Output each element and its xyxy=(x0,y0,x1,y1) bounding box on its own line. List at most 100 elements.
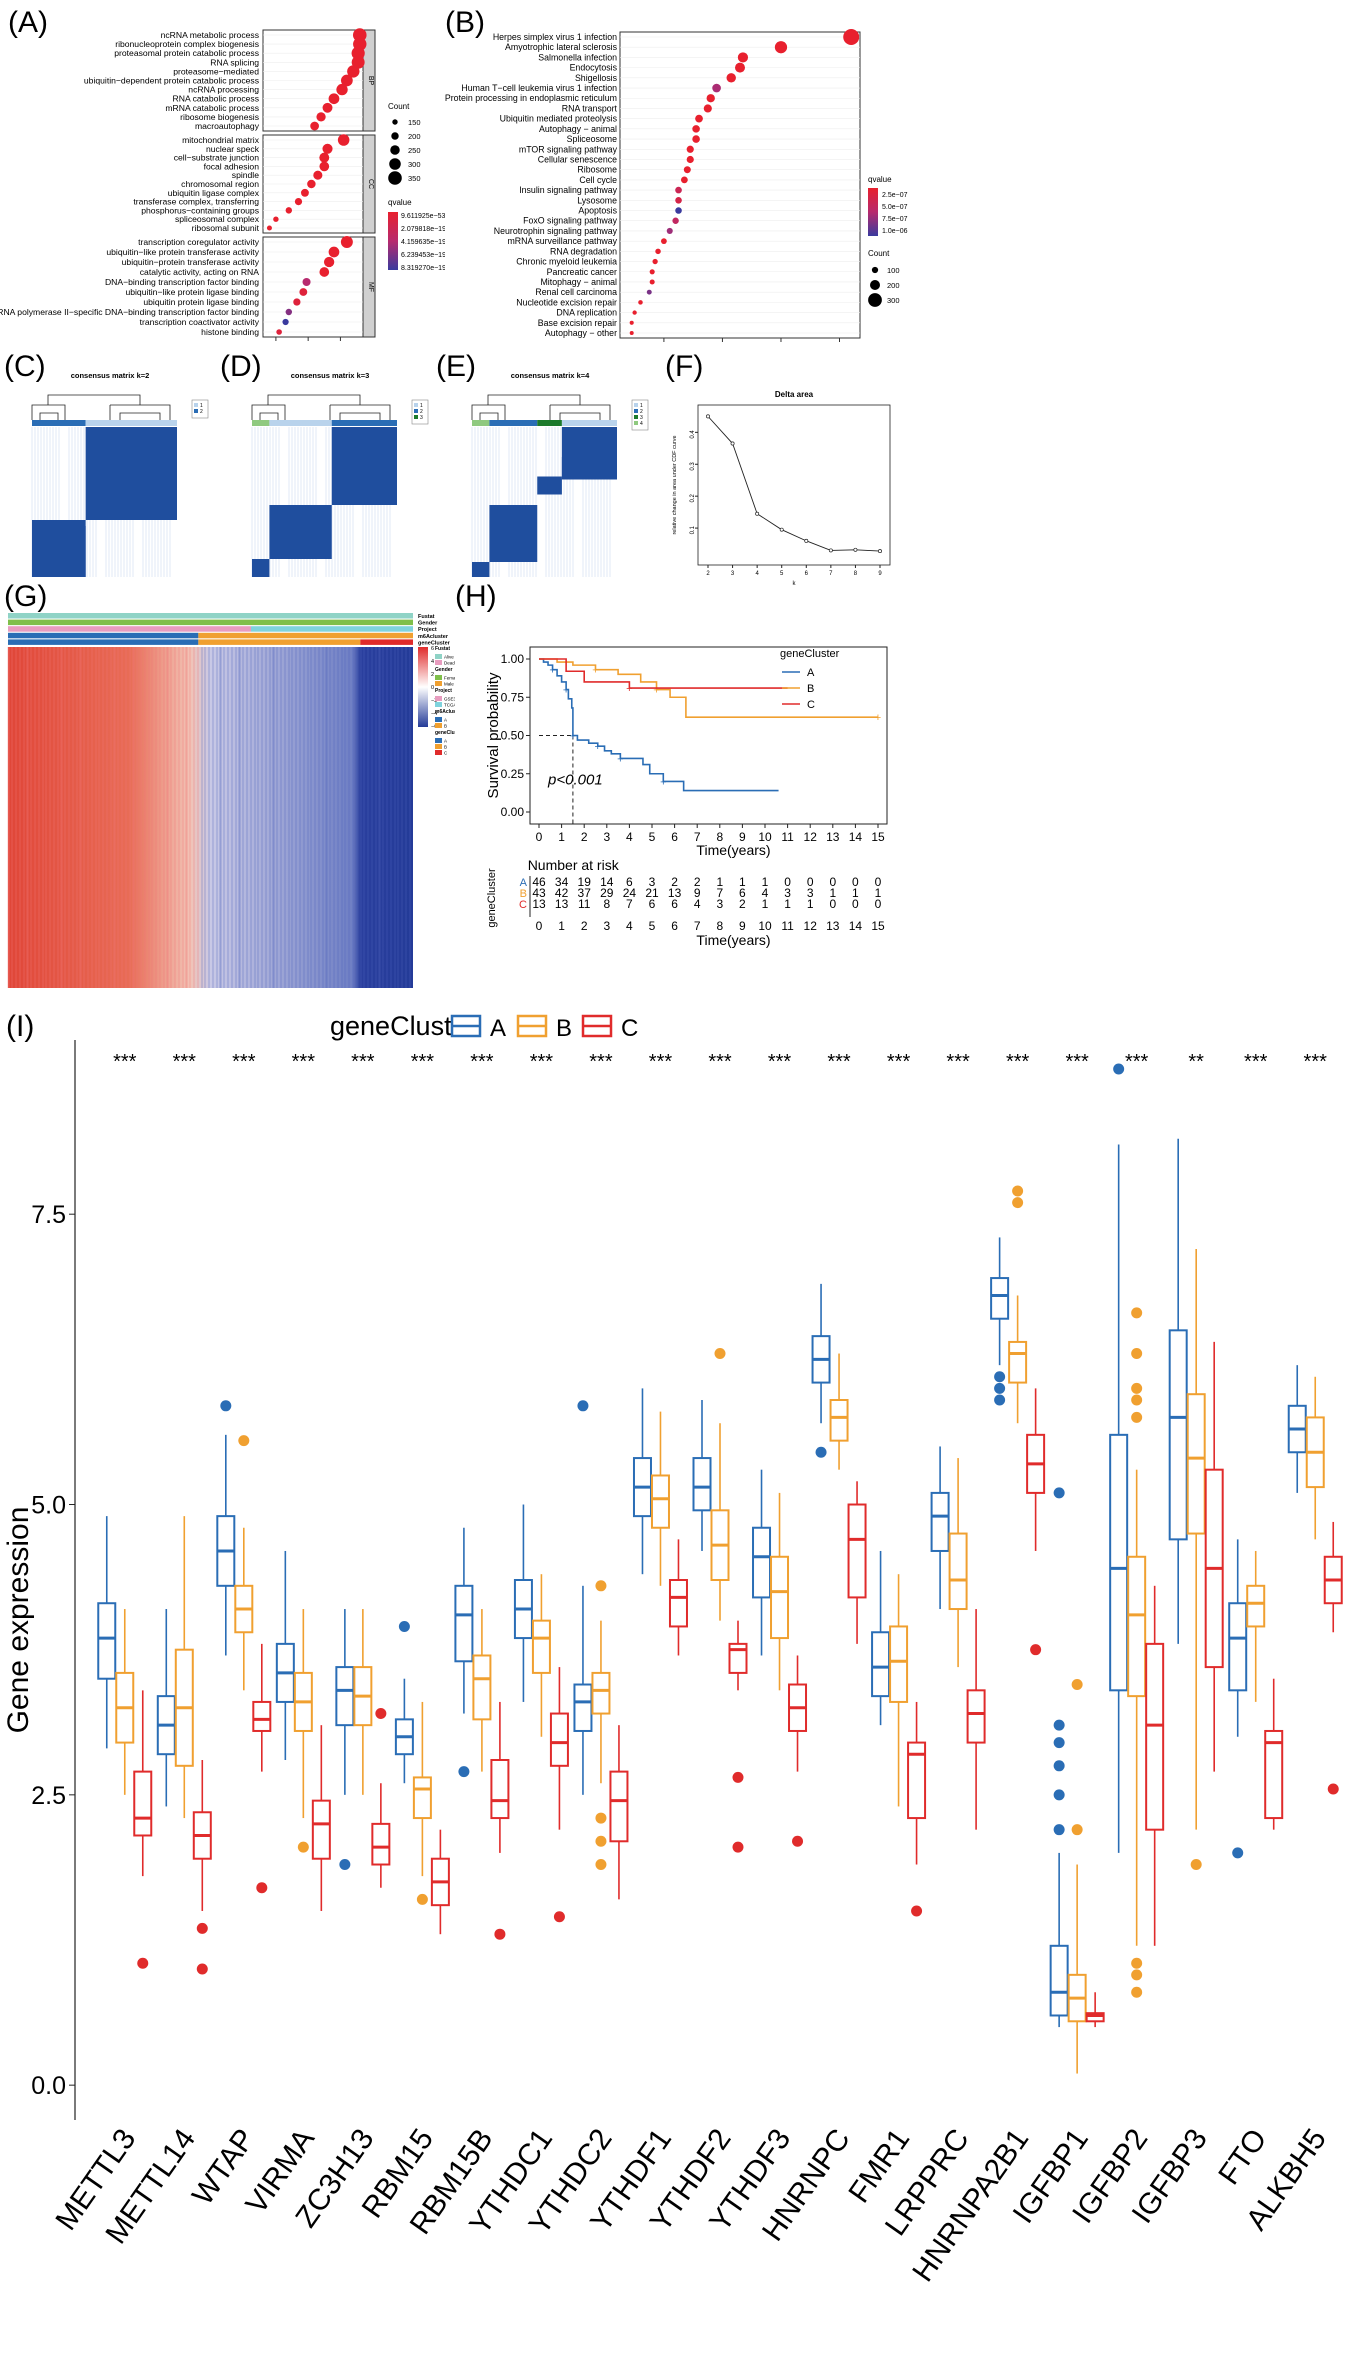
count-legend-title: Count xyxy=(868,249,890,258)
outlier-point xyxy=(1131,1394,1143,1406)
legend-label: C xyxy=(621,1015,638,1042)
outlier-point xyxy=(994,1382,1006,1394)
risk-value: 2 xyxy=(694,875,701,889)
survival-curve-C xyxy=(539,658,788,689)
term-label: Salmonella infection xyxy=(538,52,617,62)
x-tick-label: 11 xyxy=(781,830,794,844)
box xyxy=(1186,1393,1206,1535)
outlier-point xyxy=(1113,1063,1125,1075)
x-tick-label: 15 xyxy=(871,830,885,844)
term-label: nuclear speck xyxy=(206,144,260,154)
term-label: transcription coregulator activity xyxy=(138,237,260,247)
term-label: ribonucleoprotein complex biogenesis xyxy=(115,39,259,49)
risk-value: 7 xyxy=(716,886,723,900)
color-scale-label: −6 xyxy=(431,724,437,730)
legend-title: Gender xyxy=(435,667,453,673)
legend-label: Alive xyxy=(444,655,454,660)
significance-label: *** xyxy=(113,1051,137,1073)
risk-x-tick-label: 9 xyxy=(739,919,746,933)
risk-value: 1 xyxy=(716,875,723,889)
dot xyxy=(692,125,700,133)
dot xyxy=(683,166,691,174)
box xyxy=(966,1689,986,1744)
term-label: Ribosome xyxy=(577,165,617,175)
risk-x-tick-label: 13 xyxy=(826,919,840,933)
box xyxy=(133,1770,153,1837)
outlier-point xyxy=(553,1911,565,1923)
censor-mark: + xyxy=(660,776,666,788)
risk-x-axis-label: Time(years) xyxy=(696,932,770,948)
y-tick-label: 0.3 xyxy=(690,462,696,471)
outlier-point xyxy=(577,1400,589,1412)
x-tick-label: 2 xyxy=(706,571,710,577)
legend-label: B xyxy=(444,745,447,750)
outlier-point xyxy=(1190,1859,1202,1871)
legend-title: Fustat xyxy=(435,646,450,652)
risk-value: 2 xyxy=(671,875,678,889)
color-scale-label: 0 xyxy=(431,685,434,691)
outlier-point xyxy=(297,1841,309,1853)
risk-value: 42 xyxy=(555,886,569,900)
risk-value: 1 xyxy=(807,897,814,911)
term-label: mRNA surveillance pathway xyxy=(507,236,617,246)
box xyxy=(907,1741,927,1820)
dot xyxy=(319,161,330,172)
risk-value: 24 xyxy=(623,886,637,900)
dot xyxy=(703,104,712,113)
annotation-track xyxy=(8,613,413,619)
risk-row-label: C xyxy=(519,899,527,911)
dot xyxy=(266,225,272,231)
risk-x-tick-label: 8 xyxy=(716,919,723,933)
box xyxy=(252,1700,272,1732)
panel-label-c: (C) xyxy=(4,350,46,383)
x-tick-label: 12 xyxy=(804,830,818,844)
term-label: ubiquitin protein ligase binding xyxy=(143,297,259,307)
plot-frame xyxy=(619,31,861,339)
legend-swatch xyxy=(435,738,442,743)
plot-frame xyxy=(697,404,891,566)
term-label: Renal cell carcinoma xyxy=(535,287,617,297)
color-scale-label: 6 xyxy=(431,646,434,652)
track-label: m6Acluster xyxy=(418,634,449,640)
count-legend-label: 150 xyxy=(408,118,421,127)
dot xyxy=(310,121,319,131)
outlier-point xyxy=(1030,1644,1042,1656)
risk-value: 1 xyxy=(784,897,791,911)
box xyxy=(1049,1944,1069,2017)
term-label: Cell cycle xyxy=(579,175,617,185)
legend-label: 3 xyxy=(640,415,643,421)
term-label: Mitophagy − animal xyxy=(540,277,617,287)
box xyxy=(591,1671,611,1715)
term-label: DNA−binding transcription factor binding xyxy=(105,277,259,287)
dot xyxy=(340,236,353,248)
term-label: Pancreatic cancer xyxy=(547,267,617,277)
count-legend-dot xyxy=(870,280,880,290)
outlier-point xyxy=(1131,1411,1143,1423)
legend-swatch xyxy=(435,717,442,722)
dot xyxy=(313,170,323,180)
dot xyxy=(340,74,353,87)
delta-point xyxy=(853,547,858,552)
legend-label: Female xyxy=(444,676,455,681)
risk-value: 29 xyxy=(600,886,614,900)
kaplan-meier-plot: 0.000.250.500.751.000 1 2 3 4 5 6 7 8 9 10 11 12 13 14… xyxy=(485,646,888,948)
y-tick-label: 0.1 xyxy=(690,525,696,534)
risk-value: 13 xyxy=(532,897,546,911)
x-tick-label: 9 xyxy=(739,830,746,844)
term-label: Lysosome xyxy=(577,195,617,205)
dendrogram xyxy=(251,394,391,420)
box xyxy=(1246,1584,1266,1628)
risk-x-tick-label: 7 xyxy=(694,919,701,933)
risk-value: 3 xyxy=(649,875,656,889)
term-label: Shigellosis xyxy=(575,73,618,83)
box xyxy=(1264,1729,1284,1820)
outlier-point xyxy=(256,1882,268,1894)
risk-value: 4 xyxy=(762,886,769,900)
term-label: transcription coactivator activity xyxy=(140,317,260,327)
box xyxy=(1228,1602,1248,1692)
delta-point xyxy=(878,549,882,554)
term-label: Chronic myeloid leukemia xyxy=(516,257,617,267)
term-label: Apoptosis xyxy=(578,206,617,216)
x-tick-label: 4 xyxy=(626,830,633,844)
x-tick-label: 3 xyxy=(603,830,610,844)
